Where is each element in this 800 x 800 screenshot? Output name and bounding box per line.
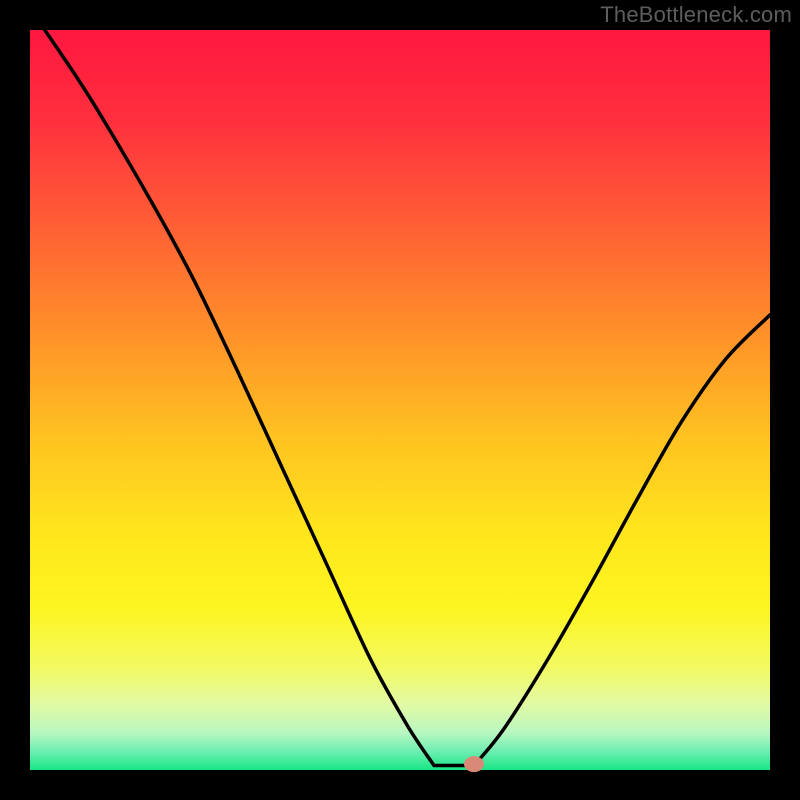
plot-area [30, 30, 770, 770]
chart-frame: TheBottleneck.com [0, 0, 800, 800]
bottleneck-chart [0, 0, 800, 800]
optimal-point-marker [464, 756, 484, 772]
watermark-text: TheBottleneck.com [600, 2, 792, 28]
